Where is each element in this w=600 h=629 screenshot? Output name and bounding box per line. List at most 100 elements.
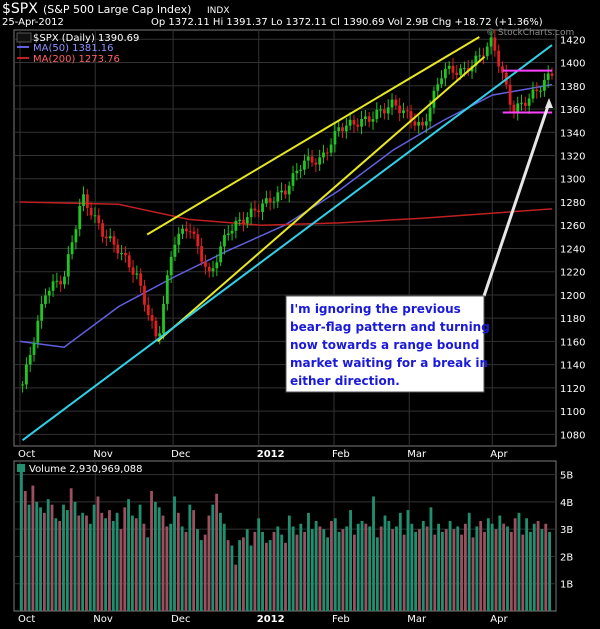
candle-body (257, 210, 261, 213)
candle-body (112, 236, 116, 245)
volume-bar (180, 526, 184, 611)
volume-bar (379, 526, 383, 611)
candle-body (230, 230, 234, 234)
volume-bar (69, 488, 73, 611)
volume-bar (463, 523, 467, 611)
candle-body (120, 253, 124, 255)
volume-bar (39, 507, 42, 611)
candle-body (89, 207, 93, 216)
candle-body (333, 131, 337, 145)
candle-body (493, 37, 497, 51)
candle-body (82, 194, 85, 206)
volume-tick-label: 5B (560, 471, 573, 482)
candle-body (348, 119, 352, 126)
volume-bar (494, 529, 498, 611)
candle-body (219, 246, 223, 263)
price-tick-label: 1260 (560, 221, 585, 232)
volume-bar (402, 534, 406, 611)
candle-body (463, 68, 466, 70)
legend-ma200: MA(200) 1273.76 (33, 54, 120, 65)
volume-bar (211, 504, 215, 611)
candle-body (398, 105, 402, 114)
volume-bar (536, 521, 540, 611)
price-tick-label: 1360 (560, 105, 585, 116)
volume-bar (498, 515, 502, 611)
volume-bar (134, 518, 138, 611)
price-x-tick-label: Dec (171, 449, 190, 460)
candle-body (318, 157, 322, 165)
annotation-box (285, 295, 485, 393)
volume-bar (81, 512, 85, 611)
price-tick-label: 1320 (560, 151, 585, 162)
candle-body (116, 244, 120, 254)
candle-body (379, 109, 383, 111)
volume-bar (448, 521, 452, 611)
candle-body (341, 127, 344, 132)
price-tick-label: 1280 (560, 198, 585, 209)
candle-body (196, 234, 200, 247)
candle-body (443, 68, 447, 79)
volume-bar (42, 512, 46, 611)
candle-body (352, 119, 356, 125)
volume-bar (529, 531, 532, 611)
volume-bar (322, 529, 326, 611)
candle-body (394, 99, 398, 106)
volume-bar (349, 510, 352, 611)
candle-body (104, 236, 108, 239)
volume-bar (196, 529, 199, 611)
volume-bar (173, 496, 176, 611)
quote-line: Op 1372.11 Hi 1391.37 Lo 1372.11 Cl 1390… (151, 17, 543, 28)
volume-label: Volume 2,930,969,088 (29, 464, 143, 475)
volume-bar (207, 515, 211, 611)
price-tick-label: 1240 (560, 244, 585, 255)
volume-bar (276, 526, 280, 611)
volume-bar (73, 501, 77, 611)
volume-bar (215, 493, 219, 611)
candle-body (223, 234, 226, 247)
volume-bar (360, 521, 364, 611)
candle-body (527, 98, 531, 106)
volume-x-tick-label: Apr (490, 614, 508, 625)
candle-body (287, 185, 291, 195)
price-tick-label: 1180 (560, 314, 585, 325)
candle-body (63, 276, 66, 285)
annotation-line: market waiting for a break in (290, 356, 488, 370)
candle-body (139, 273, 143, 286)
candle-body (261, 203, 264, 213)
candle-body (291, 173, 295, 186)
volume-bar (299, 523, 303, 611)
volume-bar (375, 537, 379, 611)
price-panel (13, 29, 557, 447)
candle-body (181, 228, 184, 234)
volume-bar (20, 471, 23, 611)
candle-body (516, 103, 520, 114)
volume-bar (77, 515, 81, 611)
candle-body (162, 303, 165, 334)
volume-bar (540, 529, 544, 611)
candle-body (74, 229, 78, 243)
price-tick-label: 1100 (560, 407, 585, 418)
candle-body (371, 119, 375, 122)
price-tick-label: 1220 (560, 268, 585, 279)
trend-line-yellow (146, 36, 480, 236)
volume-bar (525, 518, 529, 611)
volume-bar (27, 504, 31, 611)
legend-ma50: MA(50) 1381.16 (33, 43, 114, 54)
volume-bar (471, 537, 475, 611)
volume-bar (429, 507, 433, 611)
volume-bar (314, 521, 318, 611)
volume-bar (85, 515, 88, 611)
candle-body (508, 84, 512, 105)
candle-body (264, 198, 268, 204)
candles (21, 29, 554, 393)
volume-bar (352, 534, 356, 611)
price-x-axis: Oct Nov Dec 2012 Feb Mar Apr (18, 449, 509, 460)
candle-body (459, 68, 462, 75)
volume-bar (142, 523, 146, 611)
volume-bar (104, 518, 108, 611)
volume-bar (111, 521, 115, 611)
volume-x-tick-label: Feb (332, 614, 350, 625)
volume-bar (372, 496, 375, 611)
volume-bar (65, 510, 69, 611)
volume-bar (222, 523, 226, 611)
